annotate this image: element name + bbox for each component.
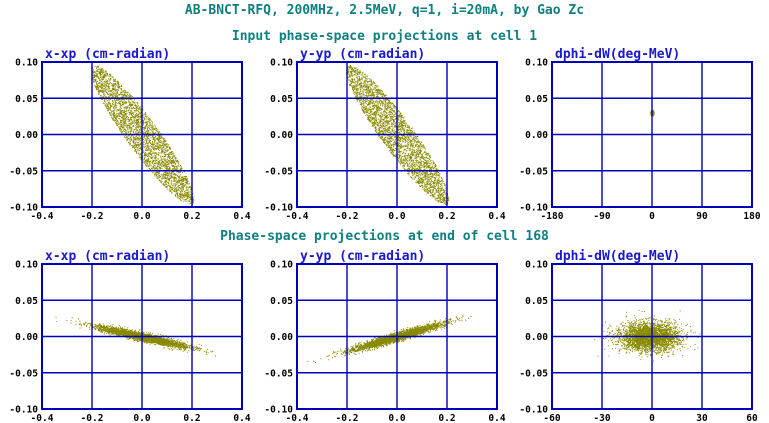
x-tick-label: 0 (649, 211, 655, 222)
y-tick-label: 0.00 (270, 130, 293, 141)
x-tick-label: -180 (541, 211, 564, 222)
x-tick-label: -0.2 (81, 413, 104, 423)
y-tick-label: 0.10 (270, 58, 293, 69)
plot-frame (551, 61, 753, 208)
y-tick-label: 0.00 (270, 332, 293, 343)
scatter-points (90, 65, 195, 205)
scatter-points (307, 315, 472, 363)
y-tick-label: 0.05 (525, 296, 548, 307)
y-tick-label: -0.05 (264, 166, 293, 177)
x-tick-label: 0.2 (183, 413, 200, 423)
panel-3: dphi-dW(deg-MeV) 0.10 0.05 0.00 -0.05 -0.10-1… (519, 47, 760, 222)
y-tick-label: 0.05 (15, 296, 38, 307)
x-tick-label: 0.2 (438, 413, 455, 423)
y-tick-label: -0.05 (519, 166, 548, 177)
x-tick-label: 0.2 (183, 211, 200, 222)
y-tick-label: 0.10 (270, 260, 293, 271)
panel-4: x-xp (cm-radian)0.100.050.00-0.05-0.10-0… (9, 249, 250, 423)
y-tick-label: -0.05 (9, 166, 38, 177)
y-tick-label: 0.05 (270, 296, 293, 307)
x-tick-label: 0.0 (388, 413, 405, 423)
y-tick-label: 0.10 (15, 58, 38, 69)
panel-1: x-xp (cm-radian)0.100.050.00-0.05-0.10-0… (9, 47, 250, 222)
y-tick-label: -0.10 (264, 405, 293, 416)
x-tick-label: 0.0 (388, 211, 405, 222)
x-tick-label: 0.2 (438, 211, 455, 222)
x-tick-label: -0.4 (31, 413, 54, 423)
plot-frame (296, 61, 498, 208)
x-tick-label: 60 (746, 413, 758, 423)
panel-title: y-yp (cm-radian) (300, 249, 425, 264)
x-tick-label: 0.0 (133, 211, 150, 222)
x-tick-label: -0.2 (336, 413, 359, 423)
plot-frame (41, 61, 243, 208)
x-tick-label: 0 (649, 413, 655, 423)
y-tick-label: -0.10 (9, 405, 38, 416)
panel-5: y-yp (cm-radian)0.100.050.00-0.05-0.10-0… (264, 249, 505, 423)
plot-frame (551, 263, 753, 410)
scatter-points (345, 65, 450, 205)
x-tick-label: 0.4 (488, 211, 505, 222)
y-tick-label: 0.05 (525, 94, 548, 105)
x-tick-label: -0.2 (336, 211, 359, 222)
y-tick-label: -0.10 (519, 405, 548, 416)
x-tick-label: -0.4 (31, 211, 54, 222)
x-tick-label: -30 (593, 413, 610, 423)
y-tick-label: -0.10 (9, 203, 38, 214)
y-tick-label: -0.05 (519, 368, 548, 379)
x-tick-label: -90 (593, 211, 610, 222)
y-tick-label: -0.05 (9, 368, 38, 379)
panel-title: x-xp (cm-radian) (45, 249, 170, 264)
y-tick-label: 0.00 (525, 332, 548, 343)
y-tick-label: -0.10 (519, 203, 548, 214)
panel-2: y-yp (cm-radian)0.100.050.00-0.05-0.10-0… (264, 47, 505, 222)
plot-frame (296, 263, 498, 410)
y-tick-label: 0.10 (15, 260, 38, 271)
y-tick-label: 0.00 (15, 130, 38, 141)
x-tick-label: 0.4 (233, 211, 250, 222)
x-tick-label: -0.4 (286, 211, 309, 222)
panel-title: dphi-dW(deg-MeV) (555, 249, 680, 264)
y-tick-label: 0.10 (525, 58, 548, 69)
panel-title: y-yp (cm-radian) (300, 47, 425, 62)
figure-title: AB-BNCT-RFQ, 200MHz, 2.5MeV, q=1, i=20mA… (184, 3, 585, 18)
y-tick-label: 0.00 (15, 332, 38, 343)
panel-title: dphi-dW(deg-MeV) (555, 47, 680, 62)
x-tick-label: -60 (543, 413, 560, 423)
panel-6: dphi-dW(deg-MeV) 0.10 0.05 0.00 -0.05 -0.10-6… (519, 249, 758, 423)
row-1-title: Input phase-space projections at cell 1 (231, 29, 538, 44)
x-tick-label: 30 (696, 413, 708, 423)
panel-title: x-xp (cm-radian) (45, 47, 170, 62)
x-tick-label: 0.4 (488, 413, 505, 423)
x-tick-label: -0.4 (286, 413, 309, 423)
plot-frame (41, 263, 243, 410)
x-tick-label: 90 (696, 211, 708, 222)
scatter-points (594, 309, 701, 362)
y-tick-label: -0.05 (264, 368, 293, 379)
y-tick-label: -0.10 (264, 203, 293, 214)
x-tick-label: -0.2 (81, 211, 104, 222)
x-tick-label: 180 (743, 211, 760, 222)
row-2-title: Phase-space projections at end of cell 1… (220, 229, 549, 244)
y-tick-label: 0.10 (525, 260, 548, 271)
x-tick-label: 0.0 (133, 413, 150, 423)
x-tick-label: 0.4 (233, 413, 250, 423)
y-tick-label: 0.05 (15, 94, 38, 105)
y-tick-label: 0.05 (270, 94, 293, 105)
y-tick-label: 0.00 (525, 130, 548, 141)
